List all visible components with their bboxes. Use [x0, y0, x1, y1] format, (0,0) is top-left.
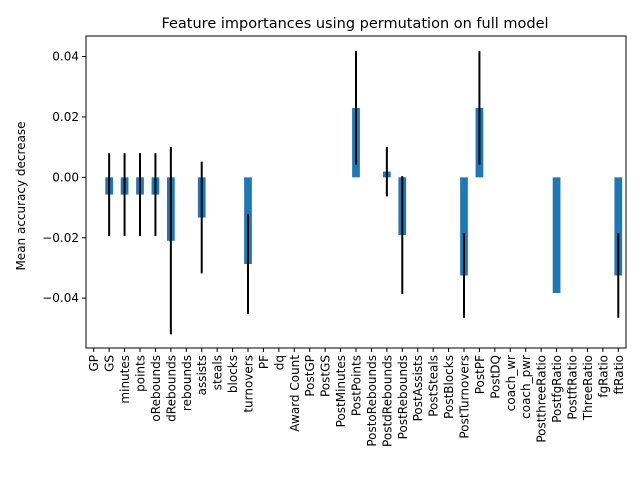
- x-tick-label: ThreeRatio: [581, 355, 595, 421]
- x-tick-label: PostPoints: [350, 355, 364, 416]
- x-tick-label: Award Count: [288, 355, 302, 432]
- x-tick-label: PostdRebounds: [380, 355, 394, 447]
- x-tick-label: coach_pwr: [519, 355, 533, 419]
- x-tick-label: PostAssists: [411, 355, 425, 421]
- x-tick-label: dq: [272, 355, 286, 370]
- x-tick-label: PostTurnovers: [458, 355, 472, 439]
- x-tick-label: PostBlocks: [442, 355, 456, 419]
- y-tick-label: 0.02: [52, 110, 79, 124]
- x-tick-label: PostRebounds: [396, 355, 410, 439]
- y-tick-label: −0.02: [42, 231, 79, 245]
- x-tick-label: PostfgRatio: [550, 355, 564, 423]
- y-tick-label: −0.04: [42, 291, 79, 305]
- x-tick-label: GP: [87, 355, 101, 372]
- x-tick-label: PostthreeRatio: [535, 355, 549, 443]
- x-tick-label: minutes: [118, 355, 132, 404]
- x-tick-label: oRebounds: [149, 355, 163, 422]
- y-axis: −0.04 −0.02 0.00 0.02 0.04: [42, 50, 86, 305]
- x-axis: GP GS minutes points oRebounds dRebounds rebou…: [87, 348, 626, 447]
- bar-PostfgRatio: [552, 177, 561, 294]
- x-tick-label: ftRatio: [612, 355, 626, 395]
- bar-PostTurnovers: [460, 177, 468, 276]
- x-tick-label: fgRatio: [596, 355, 610, 398]
- y-tick-label: 0.04: [52, 50, 79, 64]
- x-tick-label: assists: [195, 355, 209, 395]
- x-tick-label: PostSteals: [427, 355, 441, 417]
- plot-frame: [85, 35, 627, 349]
- x-tick-label: GS: [103, 355, 117, 372]
- x-tick-label: PF: [257, 355, 271, 369]
- x-tick-label: PostGP: [303, 355, 317, 397]
- x-tick-label: PostGS: [319, 355, 333, 397]
- x-tick-label: turnovers: [242, 355, 256, 413]
- x-tick-label: blocks: [226, 355, 240, 393]
- x-tick-label: PostftRatio: [566, 355, 580, 420]
- bars-group: [105, 107, 623, 294]
- error-bars-group: [108, 51, 620, 335]
- x-tick-label: PostMinutes: [334, 355, 348, 427]
- x-tick-label: PostPF: [473, 355, 487, 394]
- chart-title: Feature importances using permutation on…: [161, 16, 548, 32]
- x-tick-label: PostoRebounds: [365, 355, 379, 447]
- y-axis-label: Mean accuracy decrease: [14, 121, 28, 270]
- bar-ftRatio: [614, 177, 623, 276]
- x-tick-label: points: [134, 355, 148, 392]
- x-tick-label: rebounds: [180, 355, 194, 411]
- x-tick-label: steals: [211, 355, 225, 390]
- x-tick-label: coach_wr: [504, 355, 518, 411]
- x-tick-label: dRebounds: [164, 355, 178, 422]
- x-tick-label: PostDQ: [488, 355, 502, 399]
- y-tick-label: 0.00: [52, 170, 79, 184]
